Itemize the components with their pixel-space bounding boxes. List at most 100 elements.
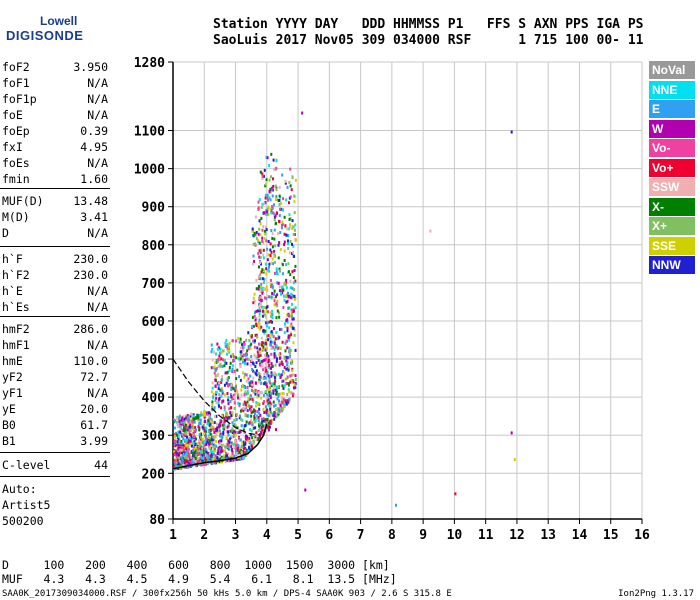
echo-point	[232, 429, 235, 433]
echo-point	[260, 376, 263, 380]
echo-point	[212, 438, 215, 442]
echo-point	[276, 392, 279, 396]
echo-point	[243, 358, 246, 362]
echo-point	[178, 417, 181, 421]
echo-point	[204, 429, 207, 433]
echo-point	[179, 427, 182, 431]
echo-point	[224, 361, 227, 365]
echo-point	[186, 438, 189, 442]
echo-point	[221, 375, 224, 379]
echo-point	[215, 440, 218, 444]
echo-point	[179, 462, 182, 466]
echo-point	[232, 393, 235, 397]
echo-point	[265, 212, 268, 216]
echo-point	[278, 315, 281, 319]
echo-point	[286, 392, 289, 396]
echo-point	[264, 381, 267, 385]
echo-point	[275, 407, 278, 411]
echo-point	[222, 399, 225, 403]
echo-point	[289, 195, 292, 199]
echo-point	[285, 401, 288, 405]
echo-point	[271, 345, 274, 349]
echo-point	[201, 454, 204, 458]
echo-point	[262, 417, 265, 421]
echo-point	[273, 341, 276, 345]
echo-point	[266, 371, 269, 375]
echo-point	[290, 359, 293, 363]
echo-point	[217, 401, 220, 405]
echo-point	[287, 400, 290, 404]
echo-point	[292, 341, 295, 345]
echo-point	[269, 187, 272, 191]
echo-point	[282, 294, 285, 298]
echo-point	[217, 357, 220, 361]
echo-point	[272, 386, 275, 390]
echo-point	[285, 294, 288, 298]
echo-point	[198, 449, 201, 453]
y-tick-label: 1280	[134, 56, 165, 71]
echo-point	[217, 387, 220, 391]
echo-point	[213, 415, 216, 419]
echo-point	[204, 419, 207, 423]
echo-point	[294, 381, 297, 385]
echo-point	[282, 386, 285, 390]
echo-point	[244, 437, 247, 441]
echo-point	[261, 172, 264, 176]
echo-point	[269, 359, 272, 363]
echo-point	[202, 463, 205, 467]
echo-point	[264, 321, 267, 325]
echo-point	[263, 331, 266, 335]
echo-point	[226, 370, 229, 374]
echo-point	[261, 177, 264, 181]
echo-point	[270, 188, 273, 192]
echo-point	[178, 446, 181, 450]
echo-point	[211, 403, 214, 407]
echo-point	[265, 306, 268, 310]
echo-point	[197, 415, 200, 419]
echo-point	[292, 326, 295, 330]
echo-point	[176, 440, 179, 444]
echo-point	[275, 385, 278, 389]
echo-point	[190, 440, 193, 444]
echo-point	[181, 458, 184, 462]
param-name: h`F2	[2, 268, 30, 282]
y-tick-label: 300	[142, 429, 166, 444]
echo-point	[269, 295, 272, 299]
echo-point	[233, 369, 236, 373]
echo-point	[266, 193, 269, 197]
echo-point	[283, 403, 286, 407]
echo-point	[217, 383, 220, 387]
echo-point	[263, 296, 266, 300]
echo-point	[253, 292, 256, 296]
echo-point	[262, 240, 265, 244]
echo-point	[185, 455, 188, 459]
echo-point	[181, 416, 184, 420]
echo-point	[255, 369, 258, 373]
echo-point	[225, 411, 228, 415]
echo-point	[290, 379, 293, 383]
echo-point	[248, 338, 251, 342]
echo-point	[293, 200, 296, 204]
echo-point	[222, 449, 225, 453]
echo-point	[284, 341, 287, 345]
echo-point	[278, 198, 281, 202]
echo-point	[216, 460, 219, 464]
echo-point	[175, 431, 178, 435]
echo-point	[211, 442, 214, 446]
echo-point	[260, 381, 263, 385]
echo-point	[258, 391, 261, 395]
echo-point	[229, 458, 232, 462]
echo-point	[219, 362, 222, 366]
echo-point	[259, 302, 262, 306]
echo-point	[281, 272, 284, 276]
param-row-0: foF2 3.950	[2, 60, 108, 76]
echo-point	[215, 396, 218, 400]
echo-point	[227, 424, 230, 428]
muf-distance-table: D 100 200 400 600 800 1000 1500 3000 [km…	[2, 558, 397, 586]
echo-point	[255, 361, 258, 365]
x-tick-label: 2	[200, 528, 208, 542]
echo-point	[216, 428, 219, 432]
param-name: hmF2	[2, 322, 30, 336]
echo-point	[190, 456, 193, 460]
echo-point	[279, 291, 282, 295]
